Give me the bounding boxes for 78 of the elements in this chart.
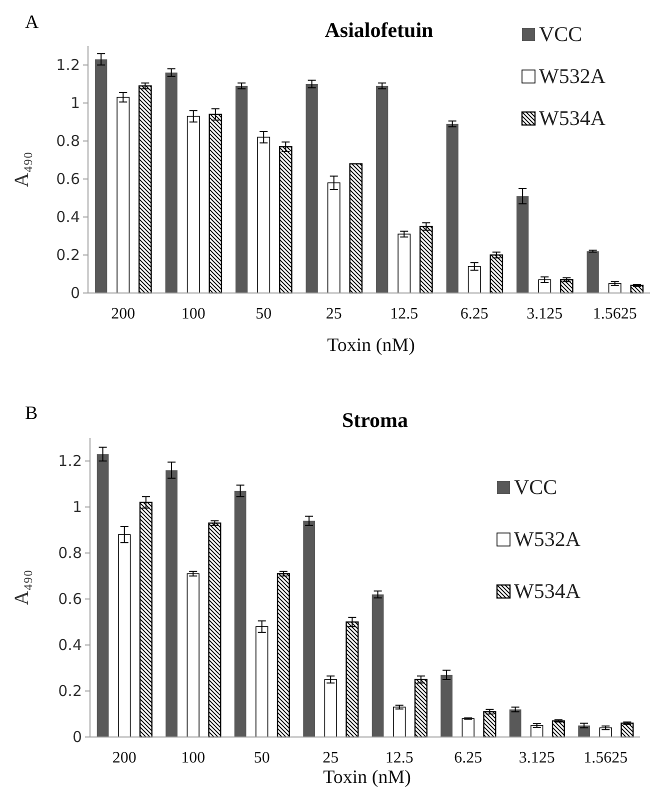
bar (509, 709, 522, 737)
bar (538, 279, 552, 294)
x-tick-label: 50 (254, 749, 270, 766)
y-tick-label: 0.6 (56, 170, 80, 188)
bar (560, 279, 574, 294)
legend-label: VCC (514, 475, 558, 499)
bar (516, 196, 529, 293)
bar (530, 725, 544, 738)
bar (398, 234, 411, 294)
y-tick-label: 1.2 (58, 452, 82, 470)
x-tick-label: 25 (326, 305, 342, 322)
text: A (25, 12, 39, 33)
y-tick-label: 0 (70, 284, 80, 302)
x-tick-label: 100 (181, 305, 206, 322)
bar (420, 226, 433, 294)
bar (393, 706, 406, 738)
text: B (25, 403, 38, 424)
bar (346, 621, 359, 738)
bar (234, 490, 246, 737)
bar (96, 454, 109, 737)
x-tick-label: 200 (112, 749, 136, 766)
bar (376, 86, 388, 293)
x-tick-label: 3.125 (518, 749, 555, 766)
bar (490, 254, 504, 294)
bar (372, 594, 384, 737)
y-tick-label: 0 (72, 728, 82, 746)
bar (303, 520, 315, 737)
y-tick-label: 0.6 (58, 590, 82, 608)
y-tick-label: 0.8 (58, 544, 82, 562)
x-tick-label: 100 (181, 749, 206, 766)
x-tick-label: 6.25 (454, 749, 482, 766)
bar (276, 573, 290, 738)
x-axis-title: Toxin (nM) (327, 335, 415, 356)
x-tick-label: 6.25 (460, 305, 488, 322)
y-tick-label: 0.4 (58, 636, 82, 654)
bar (166, 470, 178, 737)
x-tick-label: 1.5625 (584, 749, 628, 766)
bar (349, 163, 363, 294)
bar (95, 59, 108, 293)
y-tick-label: 1 (70, 94, 80, 112)
bar (414, 678, 428, 738)
bar (586, 251, 599, 293)
y-tick-label: 0.2 (58, 682, 82, 700)
y-tick-label: 0.8 (56, 132, 80, 150)
x-tick-label: 12.5 (385, 749, 414, 766)
x-axis-title: Toxin (nM) (323, 767, 411, 788)
x-tick-label: 1.5625 (592, 305, 637, 322)
bar (165, 72, 178, 293)
legend-label: W534A (539, 106, 606, 130)
bar (468, 266, 481, 294)
chart-title: Asialofetuin (324, 18, 434, 42)
legend-label: W532A (514, 527, 582, 551)
bar (608, 283, 622, 294)
x-tick-label: 3.125 (526, 305, 563, 322)
x-tick-label: 25 (322, 749, 339, 766)
y-axis-title: A₄₉₀ (11, 152, 33, 188)
bar (324, 679, 337, 738)
bar (446, 124, 458, 293)
bar (208, 522, 222, 738)
bar (236, 86, 248, 293)
y-tick-label: 1.2 (56, 56, 80, 74)
y-tick-label: 1 (72, 498, 82, 516)
bar (186, 573, 200, 738)
y-tick-label: 0.4 (56, 208, 80, 226)
legend-label: W534A (514, 579, 582, 603)
bar (483, 711, 496, 738)
y-tick-label: 0.2 (56, 246, 80, 264)
legend-label: W532A (539, 64, 606, 88)
bar (138, 85, 152, 294)
x-tick-label: 50 (256, 305, 272, 322)
legend-label: VCC (539, 22, 582, 46)
bar (306, 84, 318, 293)
bar (462, 718, 474, 738)
x-tick-label: 200 (111, 305, 136, 322)
bar (440, 674, 452, 737)
x-tick-label: 12.5 (390, 305, 418, 322)
y-axis-title: A₄₉₀ (11, 570, 33, 606)
chart-title: Stroma (342, 408, 409, 432)
